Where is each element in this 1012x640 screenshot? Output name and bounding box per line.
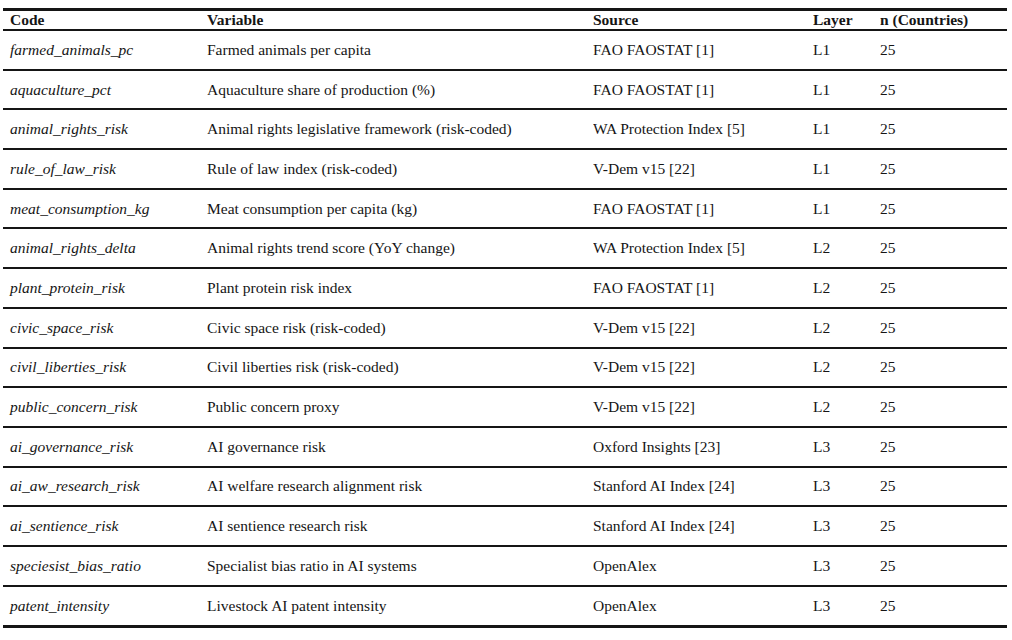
cell-code: ai_aw_research_risk xyxy=(3,467,207,507)
cell-code: public_concern_risk xyxy=(3,387,207,427)
cell-variable: AI sentience research risk xyxy=(207,506,593,546)
cell-source: V-Dem v15 [22] xyxy=(593,387,813,427)
cell-source: FAO FAOSTAT [1] xyxy=(593,189,813,229)
cell-source: V-Dem v15 [22] xyxy=(593,348,813,388)
cell-source: FAO FAOSTAT [1] xyxy=(593,70,813,110)
column-header-code: Code xyxy=(3,10,207,31)
table-row: animal_rights_deltaAnimal rights trend s… xyxy=(3,228,1007,268)
cell-variable: Animal rights trend score (YoY change) xyxy=(207,228,593,268)
cell-n: 25 xyxy=(880,149,1007,189)
cell-n: 25 xyxy=(880,308,1007,348)
column-header-source: Source xyxy=(593,10,813,31)
cell-variable: Farmed animals per capita xyxy=(207,30,593,70)
header-row: Code Variable Source Layer n (Countries) xyxy=(3,10,1007,31)
cell-variable: Civil liberties risk (risk-coded) xyxy=(207,348,593,388)
cell-source: WA Protection Index [5] xyxy=(593,109,813,149)
cell-n: 25 xyxy=(880,268,1007,308)
table-row: aquaculture_pctAquaculture share of prod… xyxy=(3,70,1007,110)
table-row: animal_rights_riskAnimal rights legislat… xyxy=(3,109,1007,149)
cell-layer: L2 xyxy=(813,387,880,427)
cell-variable: AI welfare research alignment risk xyxy=(207,467,593,507)
cell-layer: L3 xyxy=(813,546,880,586)
table-row: ai_aw_research_riskAI welfare research a… xyxy=(3,467,1007,507)
cell-source: FAO FAOSTAT [1] xyxy=(593,30,813,70)
cell-n: 25 xyxy=(880,30,1007,70)
cell-code: ai_sentience_risk xyxy=(3,506,207,546)
table-row: ai_sentience_riskAI sentience research r… xyxy=(3,506,1007,546)
cell-source: OpenAlex xyxy=(593,586,813,627)
cell-variable: Aquaculture share of production (%) xyxy=(207,70,593,110)
column-header-layer: Layer xyxy=(813,10,880,31)
cell-layer: L1 xyxy=(813,70,880,110)
cell-code: aquaculture_pct xyxy=(3,70,207,110)
table-row: speciesist_bias_ratioSpecialist bias rat… xyxy=(3,546,1007,586)
cell-layer: L3 xyxy=(813,586,880,627)
cell-source: WA Protection Index [5] xyxy=(593,228,813,268)
cell-layer: L3 xyxy=(813,467,880,507)
cell-code: speciesist_bias_ratio xyxy=(3,546,207,586)
cell-variable: Rule of law index (risk-coded) xyxy=(207,149,593,189)
cell-layer: L2 xyxy=(813,228,880,268)
cell-layer: L1 xyxy=(813,189,880,229)
cell-code: animal_rights_delta xyxy=(3,228,207,268)
cell-source: V-Dem v15 [22] xyxy=(593,308,813,348)
cell-layer: L1 xyxy=(813,109,880,149)
cell-variable: Livestock AI patent intensity xyxy=(207,586,593,627)
cell-n: 25 xyxy=(880,427,1007,467)
table-row: farmed_animals_pcFarmed animals per capi… xyxy=(3,30,1007,70)
cell-variable: Public concern proxy xyxy=(207,387,593,427)
cell-source: Stanford AI Index [24] xyxy=(593,506,813,546)
cell-source: OpenAlex xyxy=(593,546,813,586)
cell-n: 25 xyxy=(880,387,1007,427)
cell-code: farmed_animals_pc xyxy=(3,30,207,70)
cell-layer: L2 xyxy=(813,348,880,388)
cell-source: V-Dem v15 [22] xyxy=(593,149,813,189)
table-body: farmed_animals_pcFarmed animals per capi… xyxy=(3,30,1007,627)
table-row: meat_consumption_kgMeat consumption per … xyxy=(3,189,1007,229)
cell-code: patent_intensity xyxy=(3,586,207,627)
cell-variable: Animal rights legislative framework (ris… xyxy=(207,109,593,149)
cell-n: 25 xyxy=(880,546,1007,586)
cell-layer: L3 xyxy=(813,506,880,546)
table-row: civil_liberties_riskCivil liberties risk… xyxy=(3,348,1007,388)
table-row: patent_intensityLivestock AI patent inte… xyxy=(3,586,1007,627)
cell-layer: L3 xyxy=(813,427,880,467)
cell-source: FAO FAOSTAT [1] xyxy=(593,268,813,308)
cell-layer: L1 xyxy=(813,30,880,70)
table-row: rule_of_law_riskRule of law index (risk-… xyxy=(3,149,1007,189)
cell-code: civic_space_risk xyxy=(3,308,207,348)
cell-code: meat_consumption_kg xyxy=(3,189,207,229)
cell-n: 25 xyxy=(880,467,1007,507)
cell-n: 25 xyxy=(880,228,1007,268)
cell-n: 25 xyxy=(880,506,1007,546)
cell-code: animal_rights_risk xyxy=(3,109,207,149)
table-row: civic_space_riskCivic space risk (risk-c… xyxy=(3,308,1007,348)
cell-code: ai_governance_risk xyxy=(3,427,207,467)
cell-code: civil_liberties_risk xyxy=(3,348,207,388)
cell-n: 25 xyxy=(880,586,1007,627)
cell-source: Oxford Insights [23] xyxy=(593,427,813,467)
cell-n: 25 xyxy=(880,348,1007,388)
cell-n: 25 xyxy=(880,189,1007,229)
cell-code: rule_of_law_risk xyxy=(3,149,207,189)
cell-source: Stanford AI Index [24] xyxy=(593,467,813,507)
cell-layer: L1 xyxy=(813,149,880,189)
table-row: public_concern_riskPublic concern proxyV… xyxy=(3,387,1007,427)
table-row: ai_governance_riskAI governance riskOxfo… xyxy=(3,427,1007,467)
table-row: plant_protein_riskPlant protein risk ind… xyxy=(3,268,1007,308)
variables-table: Code Variable Source Layer n (Countries)… xyxy=(3,8,1007,628)
column-header-n: n (Countries) xyxy=(880,10,1007,31)
cell-n: 25 xyxy=(880,109,1007,149)
cell-variable: Plant protein risk index xyxy=(207,268,593,308)
cell-layer: L2 xyxy=(813,308,880,348)
cell-layer: L2 xyxy=(813,268,880,308)
cell-n: 25 xyxy=(880,70,1007,110)
column-header-variable: Variable xyxy=(207,10,593,31)
cell-variable: AI governance risk xyxy=(207,427,593,467)
cell-variable: Meat consumption per capita (kg) xyxy=(207,189,593,229)
cell-code: plant_protein_risk xyxy=(3,268,207,308)
cell-variable: Civic space risk (risk-coded) xyxy=(207,308,593,348)
cell-variable: Specialist bias ratio in AI systems xyxy=(207,546,593,586)
table-header: Code Variable Source Layer n (Countries) xyxy=(3,10,1007,31)
